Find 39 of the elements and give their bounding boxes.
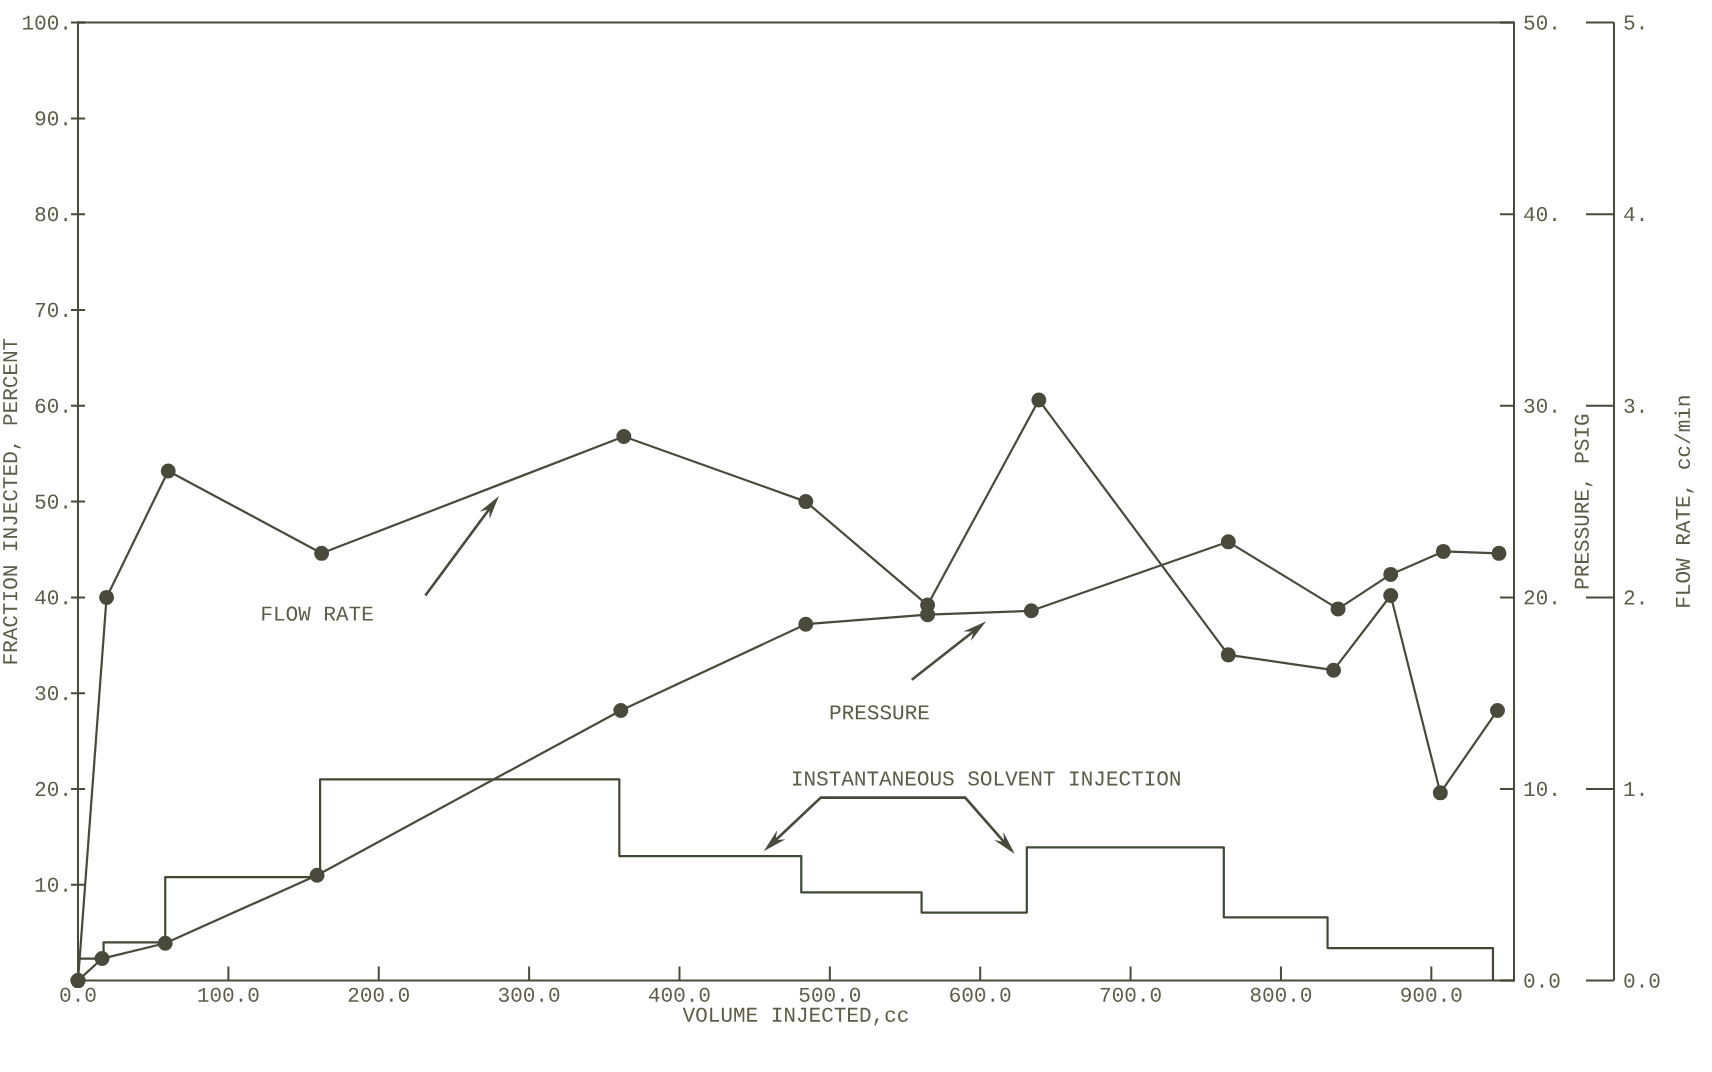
y2-tick-label: 40. [1524,207,1556,222]
x-tick-label: 500.0 [799,987,861,1002]
y3-tick-label: 0.0 [1624,973,1660,988]
y-tick-label: 90. [35,111,67,126]
y2-tick-label: 10. [1524,781,1556,797]
annotation: FLOW RATE [262,606,373,621]
y2-tick-label: 0.0 [1524,973,1560,988]
x-tick-label: 900.0 [1401,987,1462,1002]
x-tick-label: 200.0 [348,987,409,1002]
y-tick-label: 70. [35,302,67,318]
y-tick-label: 40. [35,590,67,605]
y3-tick-label: 5. [1624,15,1644,30]
y3-tick-label: 1. [1624,782,1644,796]
x-tick-label: 100.0 [198,987,259,1002]
x-tick-label: 400.0 [649,987,710,1002]
y2-tick-label: 50. [1524,15,1556,30]
y-tick-label: 10. [35,877,67,892]
x-axis-title: VOLUME INJECTED,cc [682,1007,908,1026]
y3-tick-label: 4. [1624,207,1644,222]
y2-tick-label: 20. [1524,590,1556,605]
y-tick-label: 50. [35,494,67,509]
annotation: INSTANTANEOUS SOLVENT INJECTION [792,771,1180,786]
x-tick-label: 600.0 [950,987,1011,1002]
x-tick-label: 300.0 [498,987,560,1002]
y-tick-label: 100. [23,15,67,30]
y2-tick-label: 30. [1524,398,1556,413]
y3-axis-title: FLOW RATE, cc/min [1674,396,1694,607]
y-tick-label: 60. [35,398,67,413]
y2-axis-title: PRESSURE, PSIG [1574,414,1593,589]
y-tick-label: 20. [35,781,67,797]
y3-tick-label: 2. [1624,590,1644,605]
annotation: PRESSURE [830,705,929,720]
x-tick-label: 800.0 [1250,987,1312,1002]
x-tick-label: 700.0 [1100,987,1161,1002]
y3-tick-label: 3. [1624,398,1644,413]
y-tick-label: 30. [35,686,67,701]
x-tick-label: 0.0 [60,987,96,1002]
y-tick-label: 80. [35,207,67,222]
y-axis-title: FRACTION INJECTED, PERCENT [3,338,21,664]
